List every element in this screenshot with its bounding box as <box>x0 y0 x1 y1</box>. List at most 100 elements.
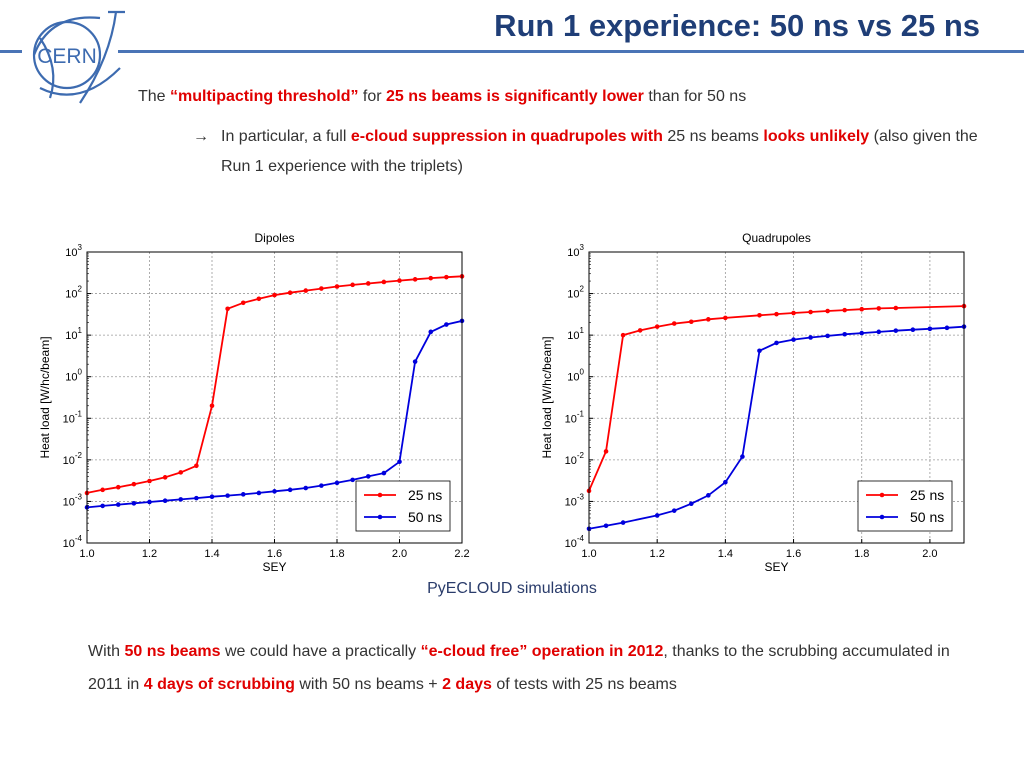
y-tick-label: 102 <box>567 285 584 301</box>
data-point <box>637 328 643 333</box>
y-tick-label: 10-4 <box>63 534 83 550</box>
data-point <box>688 501 694 507</box>
x-tick-label: 1.0 <box>79 548 94 560</box>
y-tick-label: 10-2 <box>63 451 83 467</box>
data-point <box>319 483 324 488</box>
sub-bullet-emphasis-a: e-cloud suppression in quadrupoles with <box>350 128 663 145</box>
y-tick-base: 10 <box>65 289 77 301</box>
x-tick-label: 2.0 <box>922 548 937 560</box>
y-tick-label: 10-1 <box>565 409 585 425</box>
y-axis-label: Heat load [W/hc/beam] <box>540 336 554 458</box>
y-tick-base: 10 <box>65 372 77 384</box>
conclusion-text-e: of tests with 25 ns beams <box>491 676 677 693</box>
data-point <box>412 277 418 282</box>
data-point <box>100 503 105 509</box>
y-tick-exponent: -2 <box>75 451 83 460</box>
sub-bullet-text-a: In particular, a full <box>221 128 351 145</box>
data-point <box>444 274 449 280</box>
data-point <box>131 501 137 506</box>
x-tick-label: 1.2 <box>142 548 157 560</box>
data-point <box>774 311 779 317</box>
data-point <box>620 520 626 525</box>
y-tick-exponent: -4 <box>75 534 83 543</box>
data-point <box>808 309 813 315</box>
x-tick-label: 1.8 <box>854 548 869 560</box>
data-point <box>350 477 355 483</box>
data-point <box>381 470 387 476</box>
y-tick-exponent: -4 <box>577 534 585 543</box>
chart-title: Dipoles <box>254 231 294 245</box>
data-point <box>603 523 609 529</box>
data-point <box>272 489 277 494</box>
data-point <box>927 326 933 332</box>
y-tick-base: 10 <box>65 330 77 342</box>
data-point <box>178 470 184 475</box>
legend-box <box>355 480 451 532</box>
y-tick-exponent: 3 <box>580 243 585 252</box>
data-point <box>162 498 168 504</box>
data-point <box>706 493 711 498</box>
y-tick-base: 10 <box>565 538 577 550</box>
data-point <box>859 306 865 312</box>
data-point <box>397 278 402 283</box>
data-point <box>791 310 796 316</box>
legend-box <box>857 480 953 532</box>
data-point <box>365 281 371 286</box>
conclusion-emphasis-c: 4 days of scrubbing <box>143 676 295 693</box>
x-tick-label: 1.0 <box>581 548 596 560</box>
y-tick-label: 103 <box>65 243 82 259</box>
data-point <box>115 484 121 490</box>
data-point <box>876 306 882 311</box>
conclusion-emphasis-b: “e-cloud free” operation in 2012 <box>420 643 664 660</box>
y-tick-label: 10-2 <box>565 451 585 467</box>
x-tick-label: 1.6 <box>786 548 801 560</box>
data-point <box>603 449 609 454</box>
data-point <box>444 322 449 327</box>
bullet-1-text-a: The <box>138 88 171 105</box>
data-point <box>319 286 324 291</box>
data-point <box>131 481 137 487</box>
header-rule-left <box>0 50 22 53</box>
x-tick-label: 1.2 <box>650 548 665 560</box>
data-point <box>706 317 711 322</box>
data-point <box>147 499 152 505</box>
arrow-icon: → <box>193 128 209 145</box>
y-tick-base: 10 <box>63 413 75 425</box>
bullet-1: The “multipacting threshold” for 25 ns b… <box>138 82 746 112</box>
data-point <box>350 282 355 288</box>
header-rule <box>118 50 1024 53</box>
data-point <box>757 348 762 354</box>
y-tick-base: 10 <box>63 455 75 467</box>
plot-frame <box>86 251 463 544</box>
series-line-50ns <box>589 325 964 530</box>
data-point <box>910 327 916 333</box>
legend-label: 50 ns <box>910 509 944 525</box>
conclusion-text-a: With <box>88 643 125 660</box>
data-point <box>287 290 293 295</box>
y-tick-exponent: -1 <box>577 409 585 418</box>
data-point <box>876 329 882 335</box>
y-tick-exponent: 2 <box>78 285 83 294</box>
y-tick-base: 10 <box>65 247 77 259</box>
y-tick-exponent: -1 <box>75 409 83 418</box>
legend-marker <box>377 492 383 498</box>
sub-bullet-text-b: 25 ns beams <box>662 128 764 145</box>
x-tick-label: 2.2 <box>454 548 469 560</box>
sub-bullet: → In particular, a full e-cloud suppress… <box>193 122 983 182</box>
data-point <box>303 288 309 293</box>
data-point <box>397 459 402 465</box>
y-tick-base: 10 <box>567 289 579 301</box>
data-point <box>723 315 728 321</box>
data-point <box>723 479 728 485</box>
y-tick-base: 10 <box>63 496 75 508</box>
conclusion-text-c: , thanks to the scrubbing accumulated in… <box>88 643 950 693</box>
data-point <box>225 493 230 498</box>
data-point <box>194 463 199 469</box>
data-point <box>808 335 813 340</box>
data-point <box>893 328 899 333</box>
x-tick-label: 2.0 <box>392 548 407 560</box>
data-point <box>209 494 215 499</box>
y-tick-label: 10-3 <box>565 492 585 508</box>
data-point <box>412 359 418 364</box>
